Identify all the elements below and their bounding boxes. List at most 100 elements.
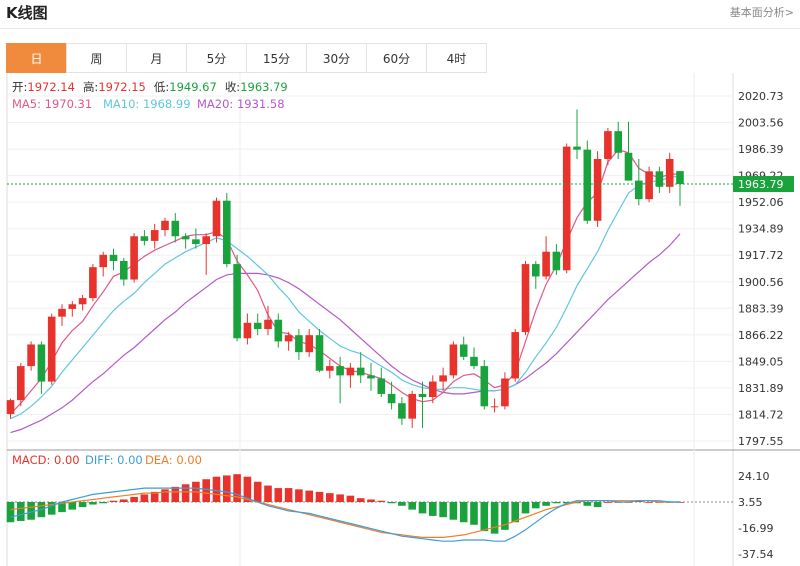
macd-bar [130, 496, 138, 503]
macd-bar [109, 500, 118, 503]
tab-3[interactable]: 5分 [186, 43, 247, 73]
header-divider [0, 28, 800, 29]
macd-bar [47, 502, 56, 515]
ma20-legend: MA20: 1931.58 [197, 97, 285, 111]
candle-body [233, 264, 241, 339]
candle-body [140, 236, 149, 241]
page-title: K线图 [6, 4, 48, 22]
macd-bar [284, 488, 293, 503]
candle-body [99, 254, 107, 268]
candle-body [532, 264, 540, 277]
price-tick-11: 1831.89 [738, 382, 784, 395]
candle-body [398, 403, 406, 419]
macd-bar [408, 502, 416, 510]
macd-bar [99, 502, 107, 504]
candle-body [37, 344, 46, 382]
candle-body [676, 171, 684, 185]
tab-5[interactable]: 30分 [306, 43, 367, 73]
candle-body [614, 131, 622, 153]
macd-bar [295, 489, 303, 503]
tab-4[interactable]: 15分 [246, 43, 307, 73]
tab-2[interactable]: 月 [126, 43, 187, 73]
candle-body [449, 344, 458, 376]
macd-bar [480, 502, 489, 532]
candle-body [521, 264, 530, 333]
macd-bar [542, 502, 550, 506]
candle-body [336, 366, 344, 376]
candle-body [326, 366, 334, 371]
macd-bar [439, 502, 447, 518]
price-tick-2: 1986.39 [738, 143, 784, 156]
ohlc-high-label: 高: [83, 80, 98, 94]
ohlc-close-label: 收: [225, 80, 240, 94]
candle-body [480, 366, 489, 407]
macd-tick-3: -37.54 [738, 548, 773, 561]
macd-bar [562, 502, 571, 504]
macd-bar [532, 502, 540, 509]
macd-bar [326, 493, 334, 503]
macd-bar [274, 488, 283, 503]
candle-body [645, 171, 653, 200]
macd-bar [161, 489, 169, 503]
tab-1[interactable]: 周 [66, 43, 127, 73]
macd-bar [470, 502, 478, 525]
macd-tick-1: 3.55 [738, 496, 763, 509]
candle-body [542, 251, 550, 277]
candle-body [223, 200, 231, 265]
macd-bar [336, 494, 344, 503]
macd-bar [459, 502, 468, 523]
macd-bar [449, 502, 458, 520]
candle-body [305, 335, 313, 353]
candle-body [253, 322, 262, 330]
macd-bar [305, 490, 313, 503]
macd-bar [223, 475, 231, 503]
ohlc-open-label: 开: [12, 80, 27, 94]
tab-0[interactable]: 日 [6, 43, 67, 73]
macd-bar [315, 491, 324, 503]
candle-body [346, 367, 355, 376]
candle-body [274, 319, 283, 342]
candle-body [264, 319, 272, 330]
candle-body [439, 375, 447, 382]
macd-bar [356, 498, 365, 503]
price-tick-1: 2003.56 [738, 117, 784, 130]
fundamental-analysis-link[interactable]: 基本面分析> [729, 6, 794, 19]
tab-6[interactable]: 60分 [366, 43, 427, 73]
macd-bar [253, 481, 262, 503]
candle-body [501, 378, 509, 407]
dea-line [10, 491, 680, 538]
ohlc-high: 1972.15 [98, 80, 146, 94]
macd-bar [418, 502, 427, 514]
macd-bar [593, 502, 602, 508]
macd-bar [68, 502, 77, 510]
price-tick-13: 1797.55 [738, 435, 784, 448]
candle-body [78, 298, 87, 305]
macd-bar [367, 499, 375, 503]
macd-bar [429, 502, 437, 516]
candle-body [27, 344, 35, 367]
candle-body [181, 236, 190, 240]
macd-bar [387, 502, 396, 504]
macd-bar [635, 500, 643, 503]
candle-body [635, 180, 643, 200]
candle-body [459, 344, 468, 357]
price-tick-6: 1917.72 [738, 249, 784, 262]
macd-bar [27, 502, 35, 520]
macd-tick-0: 24.10 [738, 470, 770, 483]
macd-bar [171, 486, 180, 503]
ohlc-open: 1972.14 [27, 80, 75, 94]
candle-body [665, 158, 674, 187]
candle-body [408, 393, 416, 419]
candle-body [109, 254, 118, 261]
candle-body [89, 267, 97, 299]
candle-body [470, 356, 478, 367]
ohlc-low-label: 低: [154, 80, 169, 94]
diff-legend: DIFF: 0.00 [85, 453, 143, 467]
candle-body [562, 146, 571, 271]
candle-body [58, 308, 66, 317]
macd-bar [583, 502, 592, 506]
tab-7[interactable]: 4时 [426, 43, 487, 73]
macd-legend: MACD: 0.00 [12, 453, 80, 467]
macd-bar [120, 499, 128, 503]
